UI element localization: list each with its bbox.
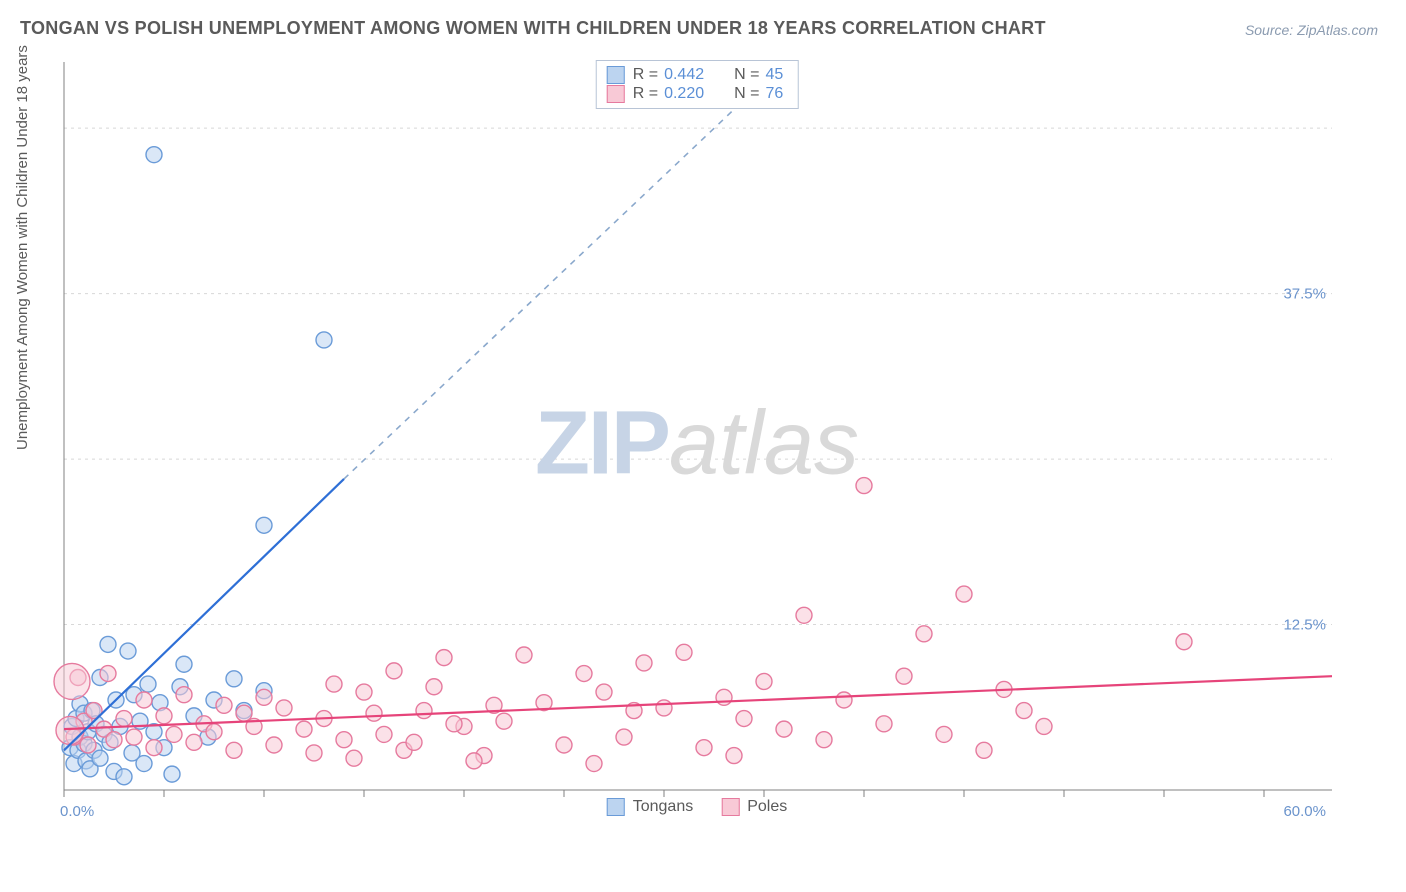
n-value-poles: 76	[765, 85, 783, 103]
legend-label: Tongans	[633, 798, 694, 816]
svg-text:60.0%: 60.0%	[1283, 803, 1326, 820]
r-value-poles: 0.220	[664, 85, 704, 103]
r-value-tongans: 0.442	[664, 66, 704, 84]
svg-text:0.0%: 0.0%	[60, 803, 94, 820]
legend-swatch-icon	[607, 798, 625, 816]
legend-stats-row-tongans: R = 0.442 N = 45	[607, 66, 784, 84]
scatter-plot: 12.5% 37.5% 0.0% 60.0%	[62, 60, 1332, 828]
source-label: Source: ZipAtlas.com	[1245, 22, 1378, 38]
svg-text:12.5%: 12.5%	[1283, 617, 1326, 634]
legend-label: Poles	[747, 798, 787, 816]
swatch-tongans	[607, 66, 625, 84]
legend-swatch-icon	[721, 798, 739, 816]
legend-item: Poles	[721, 798, 787, 816]
n-value-tongans: 45	[765, 66, 783, 84]
legend-stats-row-poles: R = 0.220 N = 76	[607, 85, 784, 103]
svg-text:37.5%: 37.5%	[1283, 286, 1326, 303]
chart-title: TONGAN VS POLISH UNEMPLOYMENT AMONG WOME…	[20, 18, 1046, 39]
swatch-poles	[607, 85, 625, 103]
legend-stats: R = 0.442 N = 45 R = 0.220 N = 76	[596, 60, 799, 109]
legend-item: Tongans	[607, 798, 694, 816]
legend-series: Tongans Poles	[607, 798, 788, 816]
y-axis-label: Unemployment Among Women with Children U…	[14, 45, 31, 450]
plot-area: ZIPatlas 12.5%37.5%0.0%60.0% R = 0.442 N…	[62, 60, 1332, 828]
